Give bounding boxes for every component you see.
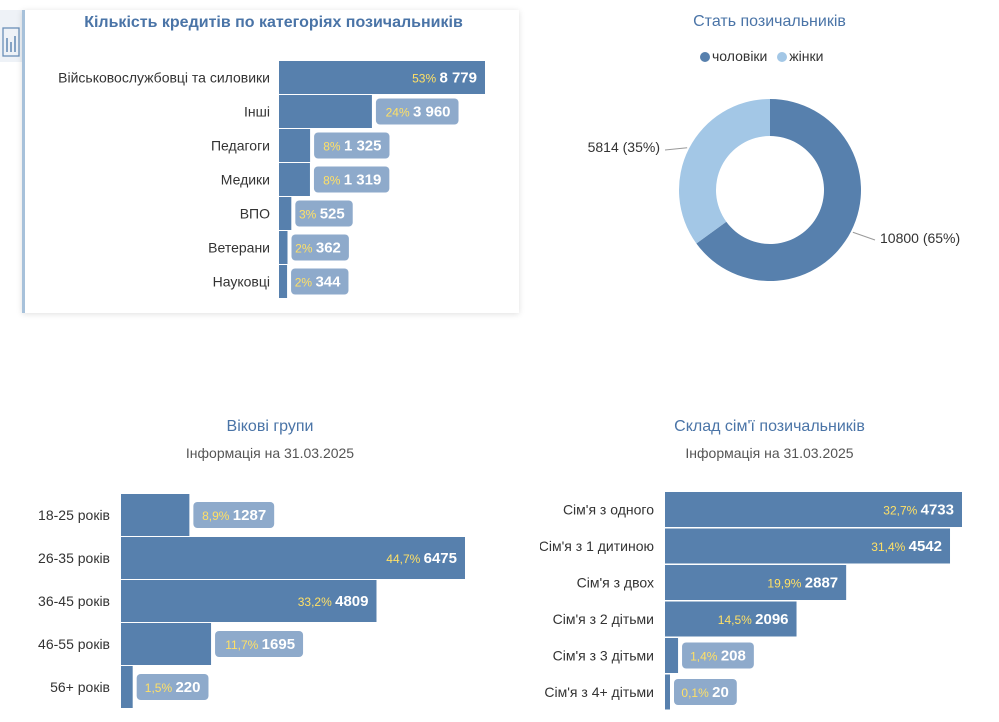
age-bar	[121, 580, 377, 622]
family-value-box	[674, 679, 737, 705]
legend-item-male: чоловіки	[700, 48, 767, 64]
age-category-label: 36-45 років	[38, 593, 110, 609]
gender-slice	[679, 99, 770, 244]
family-value-label: 31,4% 4542	[871, 538, 942, 555]
family-bar	[665, 601, 797, 637]
gender-title: Стать позичальників	[693, 13, 846, 30]
age-value-label: 33,2% 4809	[298, 593, 369, 610]
family-value-label: 1,4% 208	[690, 648, 746, 665]
age-category-label: 26-35 років	[38, 550, 110, 566]
family-chart: Сім'я з одного 32,7% 4733 Сім'я з 1 дитино…	[540, 492, 962, 710]
categories-category-label: Науковці	[213, 274, 270, 290]
gender-leader-line	[852, 231, 876, 241]
family-bar	[665, 638, 679, 673]
categories-bar	[279, 61, 485, 94]
age-value-box	[193, 502, 275, 528]
age-category-label: 56+ років	[50, 679, 110, 695]
age-category-label: 18-25 років	[38, 507, 110, 523]
family-value-label: 0,1% 20	[681, 684, 728, 701]
categories-value-box	[291, 234, 349, 261]
family-bar	[665, 565, 847, 600]
age-value-label: 11,7% 1695	[225, 636, 295, 653]
family-value-label: 19,9% 2887	[767, 575, 838, 592]
categories-panel: Кількість кредитів по категоріях позичал…	[22, 10, 519, 313]
categories-value-label: 53% 8 779	[412, 70, 477, 87]
family-bar	[665, 674, 670, 710]
categories-value-box	[291, 268, 349, 295]
categories-value-box	[313, 166, 390, 193]
categories-value-box	[295, 200, 353, 227]
family-title: Склад сім'ї позичальників	[674, 418, 865, 435]
family-bar	[665, 528, 951, 564]
age-title: Вікові групи	[226, 418, 314, 435]
age-chart: 18-25 років 8,9% 1287 26-35 років 44,7% 647…	[38, 494, 465, 708]
family-value-label: 32,7% 4733	[883, 502, 954, 519]
categories-bar	[279, 163, 310, 196]
chart-icon	[0, 10, 22, 62]
categories-bar	[279, 129, 311, 162]
categories-bar	[279, 265, 288, 298]
categories-value-label: 24% 3 960	[386, 104, 451, 121]
family-category-label: Сім'я з двох	[577, 575, 654, 591]
legend-swatch-male	[700, 52, 710, 62]
legend-swatch-female	[777, 52, 788, 62]
gender-slice	[696, 99, 861, 281]
legend-label-female: жінки	[789, 48, 824, 64]
gender-slice-label: 10800 (65%)	[880, 230, 960, 246]
age-value-label: 8,9% 1287	[202, 507, 266, 524]
family-value-box	[682, 642, 754, 669]
gender-slice-label: 5814 (35%)	[588, 139, 660, 155]
categories-value-label: 2% 344	[295, 274, 341, 291]
categories-category-label: Медики	[221, 172, 270, 188]
categories-category-label: Інші	[244, 104, 270, 120]
gender-leader-line	[664, 147, 688, 151]
family-category-label: Сім'я з одного	[563, 502, 654, 518]
age-value-box	[136, 674, 209, 700]
age-category-label: 46-55 років	[38, 636, 110, 652]
categories-bar	[279, 95, 372, 128]
categories-bar	[279, 231, 288, 264]
legend-label-male: чоловіки	[712, 48, 768, 64]
family-bar	[665, 492, 962, 527]
categories-value-label: 8% 1 325	[323, 138, 381, 155]
categories-category-label: Ветерани	[208, 240, 270, 256]
age-bar	[121, 666, 133, 708]
categories-title: Кількість кредитів по категоріях позичал…	[84, 14, 463, 31]
gender-donut-chart: 10800 (65%) 5814 (35%)	[588, 99, 960, 281]
categories-value-box	[375, 98, 459, 125]
age-bar	[121, 494, 190, 536]
age-value-box	[215, 631, 304, 657]
family-value-label: 14,5% 2096	[718, 611, 789, 628]
family-panel: Склад сім'ї позичальників Інформація на …	[540, 405, 999, 722]
age-value-label: 44,7% 6475	[386, 550, 457, 567]
categories-value-label: 8% 1 319	[323, 172, 381, 189]
categories-value-label: 3% 525	[299, 206, 345, 223]
age-bar	[121, 623, 212, 665]
family-category-label: Сім'я з 2 дітьми	[553, 611, 654, 627]
legend-item-female: жінки	[777, 48, 823, 64]
categories-value-box	[314, 132, 390, 159]
categories-chart: Військовослужбовці та силовики 53% 8 779 І…	[58, 61, 485, 298]
family-category-label: Сім'я з 1 дитиною	[540, 538, 654, 554]
categories-category-label: Педагоги	[211, 138, 270, 154]
categories-category-label: Військовослужбовці та силовики	[58, 70, 270, 86]
family-subtitle: Інформація на 31.03.2025	[685, 445, 854, 461]
categories-bar	[279, 197, 292, 230]
age-value-label: 1,5% 220	[145, 679, 201, 696]
family-category-label: Сім'я з 3 дітьми	[553, 648, 654, 664]
categories-category-label: ВПО	[240, 206, 270, 222]
categories-value-label: 2% 362	[295, 240, 341, 257]
age-panel: Вікові групи Інформація на 31.03.2025 18…	[0, 405, 540, 722]
age-subtitle: Інформація на 31.03.2025	[185, 445, 355, 461]
age-bar	[121, 537, 465, 579]
gender-legend: чоловіки жінки	[700, 48, 823, 64]
gender-panel: Стать позичальників чоловіки жінки 10800…	[540, 0, 999, 320]
family-category-label: Сім'я з 4+ дітьми	[544, 684, 654, 700]
